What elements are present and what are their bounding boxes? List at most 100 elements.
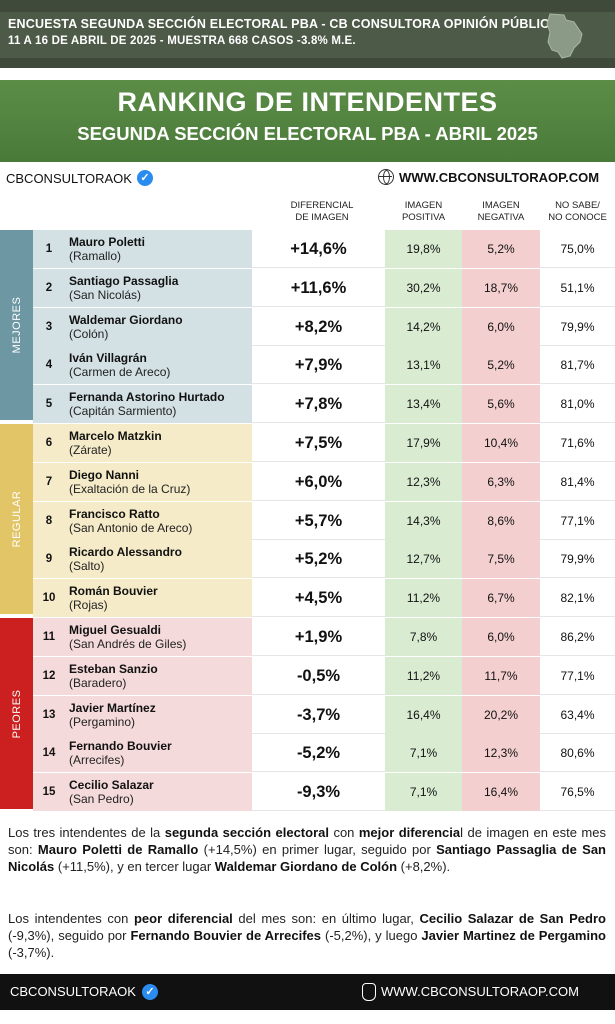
negative-image: 12,3%: [462, 734, 540, 773]
no-sabe-no-conoce: 71,6%: [560, 436, 595, 450]
positive-image: 17,9%: [385, 424, 462, 462]
image-differential: +7,5%: [294, 434, 343, 452]
mayor-name: Diego Nanni: [69, 467, 140, 482]
paragraph-text: Los intendentes con: [8, 911, 134, 926]
mayor-name: Román Bouvier: [69, 584, 158, 599]
table-row: 11 Miguel Gesualdi (San Andrés de Giles) +1…: [33, 618, 615, 656]
mayor-town: (Rojas): [69, 598, 108, 613]
brand-handle[interactable]: CBCONSULTORAOK ✓: [6, 170, 153, 186]
footer-website-label: WWW.CBCONSULTORAOP.COM: [381, 984, 579, 999]
group-label-text: PEORES: [10, 689, 23, 738]
mayor-name: Esteban Sanzio: [69, 661, 158, 676]
paragraph-text: Los tres intendentes de la: [8, 825, 165, 840]
row-name-background: [33, 579, 252, 618]
table-row: 3 Waldemar Giordano (Colón) +8,2% 14,2% 6,0% 7…: [33, 307, 615, 346]
summary-paragraph-worst: Los intendentes con peor diferencial del…: [8, 910, 606, 961]
image-differential: -3,7%: [296, 705, 341, 724]
no-sabe-no-conoce: 63,4%: [560, 707, 595, 722]
column-header-diferencial: DIFERENCIAL DE IMAGEN: [272, 200, 372, 224]
paragraph-bold-text: Waldemar Giordano de Colón: [214, 859, 398, 874]
no-sabe-no-conoce: 79,9%: [560, 552, 595, 567]
table-row: 13 Javier Martínez (Pergamino) -3,7% 16,4% 20…: [33, 695, 615, 734]
positive-image: 14,3%: [385, 501, 462, 540]
globe-icon: [378, 169, 394, 185]
negative-image: 16,4%: [462, 773, 540, 812]
pba-map-icon: [546, 13, 583, 59]
positive-image: 13,4%: [385, 385, 462, 424]
table-row: 4 Iván Villagrán (Carmen de Areco) +7,9% 13,…: [33, 346, 615, 385]
paragraph-bold-text: Cecilio Salazar de San Pedro: [419, 911, 606, 926]
column-header-line: NO CONOCE: [548, 212, 607, 223]
table-row: 9 Ricardo Alessandro (Salto) +5,2% 12,7% 7,5%…: [33, 540, 615, 579]
negative-image: 7,5%: [462, 540, 540, 579]
no-sabe-no-conoce: 86,2%: [560, 630, 595, 644]
table-row: 14 Fernando Bouvier (Arrecifes) -5,2% 7,1% 12…: [33, 734, 615, 773]
positive-image: 13,1%: [385, 346, 462, 385]
mayor-town: (Exaltación de la Cruz): [69, 481, 191, 496]
brand-website-link[interactable]: WWW.CBCONSULTORAOP.COM: [378, 169, 599, 185]
mayor-town: (Pergamino): [69, 714, 136, 729]
rank-number: 14: [42, 747, 56, 760]
paragraph-bold-text: Santiago Passaglia de San Nicolás: [8, 842, 606, 874]
negative-image: 6,3%: [462, 462, 540, 501]
mayor-town: (Zárate): [69, 443, 112, 457]
mayor-town: (Baradero): [69, 675, 127, 690]
mayor-town: (Capitán Sarmiento): [69, 404, 177, 419]
brand-website-label: WWW.CBCONSULTORAOP.COM: [399, 169, 600, 185]
rank-number: 11: [42, 631, 56, 643]
rank-number: 12: [42, 669, 56, 682]
group-label-text: MEJORES: [10, 296, 23, 354]
paragraph-text: (-5,2%), y luego: [321, 928, 422, 943]
image-differential: +7,9%: [294, 356, 343, 375]
negative-image: 5,6%: [462, 385, 540, 424]
brand-handle-label: CBCONSULTORAOK: [6, 170, 132, 186]
rank-number: 13: [42, 708, 56, 721]
group-label-mejores: MEJORES: [0, 230, 33, 420]
image-differential: +5,7%: [294, 511, 343, 530]
negative-image: 6,0%: [462, 307, 540, 346]
negative-image: 18,7%: [462, 268, 540, 307]
table-row: 8 Francisco Ratto (San Antonio de Areco) +5…: [33, 501, 615, 540]
table-row: 5 Fernanda Astorino Hurtado (Capitán Sarmi…: [33, 385, 615, 424]
mayor-name: Waldemar Giordano: [69, 312, 183, 327]
rank-number: 4: [45, 359, 53, 372]
row-name-background: [33, 734, 252, 773]
rank-number: 3: [45, 320, 53, 333]
negative-image: 6,0%: [462, 618, 540, 656]
row-name-background: [33, 307, 252, 346]
positive-image: 12,7%: [385, 540, 462, 579]
no-sabe-no-conoce: 82,1%: [560, 591, 595, 606]
mayor-name: Mauro Poletti: [69, 235, 146, 249]
top-banner-strip: [0, 12, 615, 58]
title-box: RANKING DE INTENDENTES SEGUNDA SECCIÓN E…: [0, 80, 615, 162]
positive-image: 30,2%: [385, 268, 462, 307]
column-header-negativa: IMAGEN NEGATIVA: [462, 200, 540, 224]
mayor-town: (Carmen de Areco): [69, 365, 171, 380]
rank-number: 8: [45, 514, 53, 527]
footer-website-link[interactable]: WWW.CBCONSULTORAOP.COM: [362, 974, 579, 1010]
positive-image: 16,4%: [385, 695, 462, 734]
image-differential: +14,6%: [290, 240, 347, 258]
negative-image: 6,7%: [462, 579, 540, 618]
rank-number: 7: [45, 475, 53, 488]
no-sabe-no-conoce: 77,1%: [560, 513, 595, 528]
row-name-background: [33, 501, 252, 540]
row-name-background: [33, 268, 252, 307]
no-sabe-no-conoce: 81,0%: [560, 397, 595, 412]
image-differential: +6,0%: [294, 472, 343, 491]
table-row: 1 Mauro Poletti (Ramallo) +14,6% 19,8% 5,2% 75…: [33, 230, 615, 268]
paragraph-text: l de imagen en este mes son:: [8, 825, 606, 857]
footer-handle[interactable]: CBCONSULTORAOK ✓: [10, 974, 158, 1010]
positive-image: 11,2%: [385, 579, 462, 618]
no-sabe-no-conoce: 79,9%: [560, 319, 595, 334]
positive-image: 12,3%: [385, 462, 462, 501]
row-name-background: [33, 656, 252, 695]
mayor-name: Iván Villagrán: [69, 351, 147, 366]
row-name-background: [33, 462, 252, 501]
rank-number: 6: [45, 437, 53, 449]
negative-image: 5,2%: [462, 230, 540, 268]
rank-number: 2: [45, 281, 53, 294]
paragraph-text: (-9,3%), seguido por: [8, 928, 131, 943]
image-differential: -5,2%: [296, 744, 341, 763]
column-header-line: NEGATIVA: [477, 212, 525, 223]
